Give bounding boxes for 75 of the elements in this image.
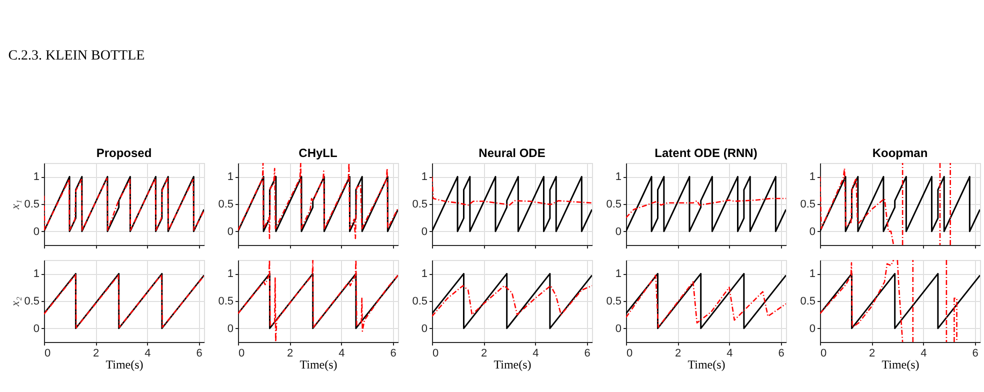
y-tick-label: 0 xyxy=(33,226,40,238)
y-tick-label: 0 xyxy=(809,226,816,238)
y-tick-label: 0.5 xyxy=(218,296,234,308)
chart-title: CHyLL xyxy=(298,146,338,160)
x-tick-label: 0 xyxy=(432,348,439,360)
chart-title: Koopman xyxy=(872,146,928,160)
y-tick-label: 0.5 xyxy=(606,198,622,210)
y-tick-label: 0.5 xyxy=(24,198,40,210)
chart-title: Neural ODE xyxy=(478,146,546,160)
x-tick-label: 6 xyxy=(972,348,978,360)
y-tick-label: 0.5 xyxy=(412,296,428,308)
y-tick-label: 0.5 xyxy=(24,296,40,308)
line-series xyxy=(626,176,786,232)
y-tick-label: 1 xyxy=(421,171,428,184)
y-tick-label: 1 xyxy=(615,171,622,184)
y-tick-label: 1 xyxy=(421,268,428,280)
line-series xyxy=(432,272,592,330)
chart-title: Latent ODE (RNN) xyxy=(654,146,758,160)
x-tick-label: 0 xyxy=(626,348,633,360)
x-axis-title: Time(s) xyxy=(106,358,144,372)
y-tick-label: 0.5 xyxy=(606,296,622,308)
y-tick-label: 1 xyxy=(33,268,40,280)
y-tick-label: 1 xyxy=(809,268,816,280)
text: C.2.3. KLEIN BOTTLE xyxy=(8,48,145,64)
x-tick-label: 0 xyxy=(44,348,51,360)
line-series xyxy=(820,272,980,330)
y-tick-label: 1 xyxy=(227,268,234,280)
y-tick-label: 0 xyxy=(615,322,622,335)
y-tick-label: 0 xyxy=(33,322,40,335)
x-axis-title: Time(s) xyxy=(300,358,338,372)
x-axis-title: Time(s) xyxy=(494,358,532,372)
y-tick-label: 0 xyxy=(421,226,428,238)
x-tick-label: 2 xyxy=(869,348,876,360)
y-tick-label: 0 xyxy=(227,226,234,238)
x-tick-label: 6 xyxy=(390,348,396,360)
y-tick-label: 1 xyxy=(33,171,40,184)
x-tick-label: 0 xyxy=(820,348,827,360)
y-tick-label: 0 xyxy=(227,322,234,335)
line-series xyxy=(820,176,980,232)
x-tick-label: 4 xyxy=(532,348,539,360)
y-axis-title: x₁ xyxy=(8,200,22,210)
x-tick-label: 6 xyxy=(584,348,590,360)
y-tick-label: 0 xyxy=(809,322,816,335)
y-tick-label: 0 xyxy=(421,322,428,335)
line-series xyxy=(238,272,398,330)
line-series xyxy=(626,198,786,218)
y-tick-label: 0.5 xyxy=(800,198,816,210)
x-axis-title: Time(s) xyxy=(688,358,726,372)
y-tick-label: 0.5 xyxy=(800,296,816,308)
x-axis-title: Time(s) xyxy=(882,358,920,372)
y-tick-label: 1 xyxy=(227,171,234,184)
x-tick-label: 6 xyxy=(196,348,202,360)
x-tick-label: 0 xyxy=(238,348,245,360)
line-series xyxy=(238,176,398,232)
y-tick-label: 1 xyxy=(615,268,622,280)
y-tick-label: 0 xyxy=(615,226,622,238)
line-series xyxy=(238,260,398,342)
line-series xyxy=(238,163,398,240)
y-tick-label: 1 xyxy=(809,171,816,184)
x-tick-label: 4 xyxy=(726,348,733,360)
x-tick-label: 2 xyxy=(287,348,294,360)
y-tick-label: 0.5 xyxy=(218,198,234,210)
x-tick-label: 2 xyxy=(675,348,682,360)
x-tick-label: 6 xyxy=(778,348,784,360)
line-series xyxy=(432,285,592,317)
x-tick-label: 2 xyxy=(481,348,488,360)
line-series xyxy=(432,176,592,206)
y-tick-label: 0.5 xyxy=(412,198,428,210)
x-tick-label: 4 xyxy=(338,348,345,360)
y-axis-title: x₂ xyxy=(8,296,22,308)
chart-title: Proposed xyxy=(96,146,152,160)
x-tick-label: 4 xyxy=(920,348,927,360)
x-tick-label: 4 xyxy=(144,348,151,360)
x-tick-label: 2 xyxy=(93,348,100,360)
line-series xyxy=(432,176,592,232)
